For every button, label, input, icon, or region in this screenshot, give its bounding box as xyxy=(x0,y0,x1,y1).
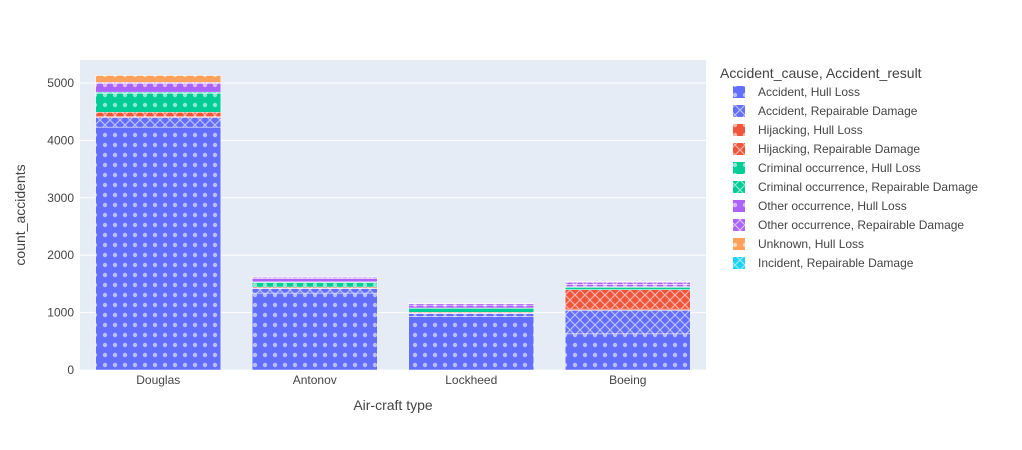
bar-lockheed-accident-hull-loss[interactable] xyxy=(408,316,535,371)
bars xyxy=(95,75,691,371)
y-tick-label: 2000 xyxy=(47,248,74,262)
legend-label: Hijacking, Repairable Damage xyxy=(758,142,920,156)
bar-douglas-criminal-occurrence-hull-loss[interactable] xyxy=(95,93,222,113)
legend-label: Incident, Repairable Damage xyxy=(758,256,914,270)
x-tick-labels: Douglas Antonov Lockheed Boeing xyxy=(136,373,646,387)
bar-douglas-accident-hull-loss[interactable] xyxy=(95,126,222,371)
legend-swatch xyxy=(733,162,745,174)
x-tick-label: Douglas xyxy=(136,373,180,387)
legend-title: Accident_cause, Accident_result xyxy=(720,65,922,81)
legend-label: Accident, Hull Loss xyxy=(758,85,860,99)
legend-item-hijacking-repairable-damage[interactable]: Hijacking, Repairable Damage xyxy=(733,142,920,156)
legend-item-accident-repairable-damage[interactable]: Accident, Repairable Damage xyxy=(733,104,918,118)
y-tick-label: 5000 xyxy=(47,76,74,90)
legend-item-other-occurrence-repairable-damage[interactable]: Other occurrence, Repairable Damage xyxy=(733,218,964,232)
legend: Accident_cause, Accident_result Accident… xyxy=(720,65,978,270)
bar-boeing-criminal-occurrence-hull-loss[interactable] xyxy=(564,287,691,290)
bar-boeing-other-occurrence-hull-loss[interactable] xyxy=(564,284,691,288)
bar-lockheed-criminal-occurrence-hull-loss[interactable] xyxy=(408,308,535,313)
legend-label: Other occurrence, Repairable Damage xyxy=(758,218,964,232)
legend-swatch xyxy=(733,219,745,231)
bar-boeing-accident-repairable-damage[interactable] xyxy=(564,310,691,335)
legend-label: Hijacking, Hull Loss xyxy=(758,123,863,137)
legend-item-unknown-hull-loss[interactable]: Unknown, Hull Loss xyxy=(733,237,864,251)
bar-antonov-criminal-occurrence-hull-loss[interactable] xyxy=(251,282,378,288)
bar-douglas-accident-repairable-damage[interactable] xyxy=(95,117,222,128)
bar-douglas-hijacking-repairable-damage[interactable] xyxy=(95,111,222,117)
legend-swatch xyxy=(733,257,745,269)
y-axis-title: count_accidents xyxy=(12,164,28,265)
x-tick-label: Boeing xyxy=(609,373,646,387)
bar-boeing-hijacking-repairable-damage[interactable] xyxy=(564,289,691,310)
legend-item-criminal-occurrence-hull-loss[interactable]: Criminal occurrence, Hull Loss xyxy=(733,161,921,175)
legend-label: Accident, Repairable Damage xyxy=(758,104,918,118)
bar-douglas-unknown-hull-loss[interactable] xyxy=(95,75,222,83)
bar-antonov-other-occurrence-hull-loss[interactable] xyxy=(251,278,378,283)
legend-swatch xyxy=(733,86,745,98)
legend-label: Unknown, Hull Loss xyxy=(758,237,864,251)
legend-label: Criminal occurrence, Hull Loss xyxy=(758,161,921,175)
y-tick-labels: 0 1000 2000 3000 4000 5000 xyxy=(47,76,74,377)
bar-antonov-accident-repairable-damage[interactable] xyxy=(251,288,378,294)
y-tick-label: 0 xyxy=(67,363,74,377)
legend-item-other-occurrence-hull-loss[interactable]: Other occurrence, Hull Loss xyxy=(733,199,907,213)
legend-swatch xyxy=(733,181,745,193)
bar-lockheed-accident-repairable-damage[interactable] xyxy=(408,313,535,317)
bar-lockheed-other-occurrence-hull-loss[interactable] xyxy=(408,304,535,309)
legend-swatch xyxy=(733,200,745,212)
bar-douglas-other-occurrence-hull-loss[interactable] xyxy=(95,83,222,93)
y-tick-label: 3000 xyxy=(47,191,74,205)
legend-swatch xyxy=(733,238,745,250)
bar-boeing-accident-hull-loss[interactable] xyxy=(564,333,691,371)
legend-item-incident-repairable-damage[interactable]: Incident, Repairable Damage xyxy=(733,256,914,270)
legend-item-hijacking-hull-loss[interactable]: Hijacking, Hull Loss xyxy=(733,123,863,137)
legend-item-accident-hull-loss[interactable]: Accident, Hull Loss xyxy=(733,85,860,99)
legend-label: Criminal occurrence, Repairable Damage xyxy=(758,180,978,194)
legend-swatch xyxy=(733,124,745,136)
bar-lockheed-unknown-hull-loss[interactable] xyxy=(408,302,535,304)
x-tick-label: Lockheed xyxy=(445,373,497,387)
x-axis-title: Air-craft type xyxy=(353,397,433,413)
y-tick-label: 1000 xyxy=(47,306,74,320)
bar-boeing-other-occurrence-repairable-damage[interactable] xyxy=(564,281,691,285)
legend-item-criminal-occurrence-repairable-damage[interactable]: Criminal occurrence, Repairable Damage xyxy=(733,180,978,194)
legend-swatch xyxy=(733,105,745,117)
legend-label: Other occurrence, Hull Loss xyxy=(758,199,907,213)
y-tick-label: 4000 xyxy=(47,133,74,147)
bar-antonov-accident-hull-loss[interactable] xyxy=(251,292,378,371)
x-tick-label: Antonov xyxy=(293,373,337,387)
legend-swatch xyxy=(733,143,745,155)
